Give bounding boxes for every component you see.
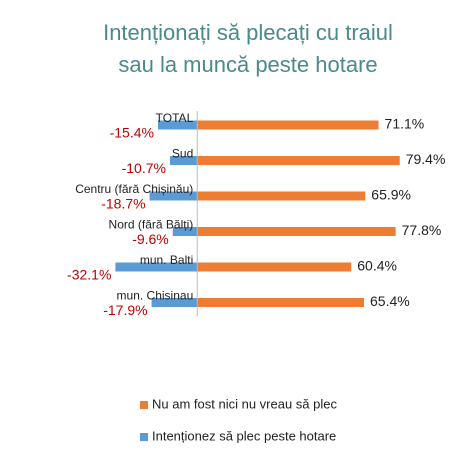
bar <box>197 298 365 307</box>
category-label: Centru (fără Chișinău) <box>75 182 193 196</box>
value-label: 79.4% <box>406 151 446 167</box>
bar <box>169 156 198 165</box>
legend-swatch <box>140 401 148 409</box>
bar <box>197 191 366 201</box>
category-label: Sud <box>172 147 193 161</box>
legend-swatch <box>140 433 148 441</box>
value-label: 71.1% <box>385 116 425 132</box>
bar <box>115 262 198 272</box>
value-label: -10.7% <box>122 160 166 176</box>
value-label: -18.7% <box>101 196 145 212</box>
category-label: Nord (fără Bălți) <box>109 218 194 232</box>
bar <box>197 227 396 236</box>
value-label: 60.4% <box>357 258 397 274</box>
legend-label: Intenționez să plec peste hotare <box>152 428 336 443</box>
value-label: -9.6% <box>132 231 169 247</box>
chart-title: Intenționați să plecați cu traiul <box>103 20 393 45</box>
category-label: mun. Chisinau <box>117 289 194 303</box>
bar <box>151 298 198 307</box>
value-label: -15.4% <box>110 125 154 141</box>
bar <box>157 120 198 130</box>
value-label: 65.9% <box>371 187 411 203</box>
bar <box>197 262 352 272</box>
bar <box>197 120 379 130</box>
bar <box>149 191 198 201</box>
chart-title: sau la muncă peste hotare <box>118 52 377 77</box>
category-label: TOTAL <box>156 111 194 125</box>
value-label: -17.9% <box>103 302 147 318</box>
legend-label: Nu am fost nici nu vreau să plec <box>152 396 337 411</box>
category-label: mun. Balti <box>140 253 193 267</box>
bar <box>197 156 400 165</box>
value-label: 77.8% <box>402 222 442 238</box>
value-label: -32.1% <box>67 267 111 283</box>
bar <box>172 227 198 236</box>
value-label: 65.4% <box>370 293 410 309</box>
